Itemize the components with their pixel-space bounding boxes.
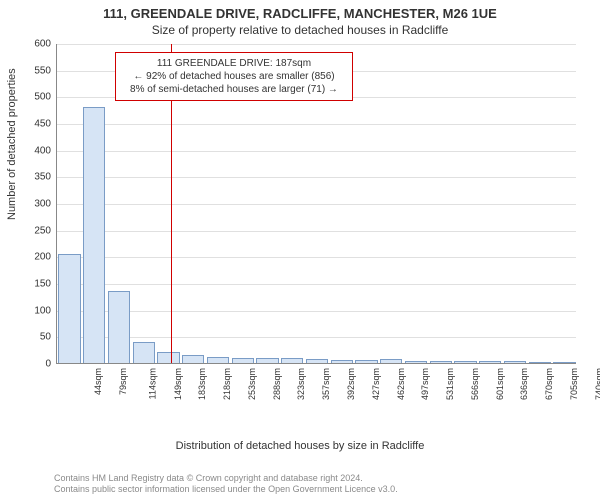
x-tick-label: 79sqm [118, 368, 128, 395]
bar [281, 358, 303, 363]
chart-plot-area: 111 GREENDALE DRIVE: 187sqm ← 92% of det… [56, 44, 576, 364]
bar [380, 359, 402, 363]
y-tick-label: 200 [21, 252, 51, 263]
gridline [57, 44, 576, 45]
gridline [57, 151, 576, 152]
y-tick-label: 350 [21, 172, 51, 183]
gridline [57, 177, 576, 178]
y-tick-label: 250 [21, 225, 51, 236]
bar [529, 362, 551, 363]
bar [479, 361, 501, 363]
y-tick-label: 50 [21, 332, 51, 343]
x-tick-label: 740sqm [594, 368, 600, 400]
bar [182, 355, 204, 363]
gridline [57, 204, 576, 205]
x-tick-label: 114sqm [147, 368, 157, 399]
bar [133, 342, 155, 363]
gridline [57, 337, 576, 338]
bar [454, 361, 476, 363]
info-line-3: 8% of semi-detached houses are larger (7… [122, 83, 346, 96]
gridline [57, 231, 576, 232]
bar [355, 360, 377, 363]
bar [108, 291, 130, 363]
gridline [57, 124, 576, 125]
x-tick-container: 44sqm 79sqm 114sqm 149sqm 183sqm 218sqm 253sqm… [56, 364, 576, 424]
info-line-1: 111 GREENDALE DRIVE: 187sqm [122, 57, 346, 70]
x-tick-label: 566sqm [470, 368, 480, 400]
x-tick-label: 323sqm [297, 368, 307, 400]
y-axis-label: Number of detached properties [6, 68, 18, 220]
x-tick-label: 218sqm [222, 368, 232, 400]
x-tick-label: 44sqm [93, 368, 103, 395]
bar [331, 360, 353, 363]
x-axis-label: Distribution of detached houses by size … [0, 440, 600, 452]
x-tick-label: 183sqm [197, 368, 207, 400]
title-main: 111, GREENDALE DRIVE, RADCLIFFE, MANCHES… [0, 0, 600, 21]
bar [306, 359, 328, 363]
bar [207, 357, 229, 363]
footer: Contains HM Land Registry data © Crown c… [54, 473, 398, 496]
bar [58, 254, 80, 363]
x-tick-label: 705sqm [569, 368, 579, 400]
reference-info-box: 111 GREENDALE DRIVE: 187sqm ← 92% of det… [115, 52, 353, 101]
bar [83, 107, 105, 363]
x-tick-label: 601sqm [495, 368, 505, 400]
x-tick-label: 462sqm [396, 368, 406, 400]
y-tick-label: 600 [21, 39, 51, 50]
y-tick-label: 500 [21, 92, 51, 103]
x-tick-label: 497sqm [420, 368, 430, 400]
bar [157, 352, 179, 363]
x-tick-label: 392sqm [346, 368, 356, 400]
x-tick-label: 253sqm [247, 368, 257, 400]
y-tick-label: 150 [21, 279, 51, 290]
gridline [57, 311, 576, 312]
footer-line-1: Contains HM Land Registry data © Crown c… [54, 473, 398, 485]
bar [256, 358, 278, 363]
bar [430, 361, 452, 363]
x-tick-label: 670sqm [544, 368, 554, 400]
bar [405, 361, 427, 363]
y-tick-label: 400 [21, 145, 51, 156]
info-line-2: ← 92% of detached houses are smaller (85… [122, 70, 346, 83]
gridline [57, 257, 576, 258]
chart: 111 GREENDALE DRIVE: 187sqm ← 92% of det… [56, 44, 576, 404]
x-tick-label: 531sqm [445, 368, 455, 400]
footer-line-2: Contains public sector information licen… [54, 484, 398, 496]
y-tick-label: 450 [21, 119, 51, 130]
x-tick-label: 288sqm [272, 368, 282, 400]
y-tick-label: 0 [21, 359, 51, 370]
x-tick-label: 357sqm [321, 368, 331, 400]
x-tick-label: 636sqm [519, 368, 529, 400]
gridline [57, 284, 576, 285]
bar [504, 361, 526, 363]
bar [553, 362, 575, 363]
y-tick-label: 550 [21, 65, 51, 76]
x-tick-label: 149sqm [173, 368, 183, 400]
y-tick-label: 100 [21, 305, 51, 316]
x-tick-label: 427sqm [371, 368, 381, 400]
bar [232, 358, 254, 363]
y-tick-label: 300 [21, 199, 51, 210]
title-sub: Size of property relative to detached ho… [0, 21, 600, 41]
